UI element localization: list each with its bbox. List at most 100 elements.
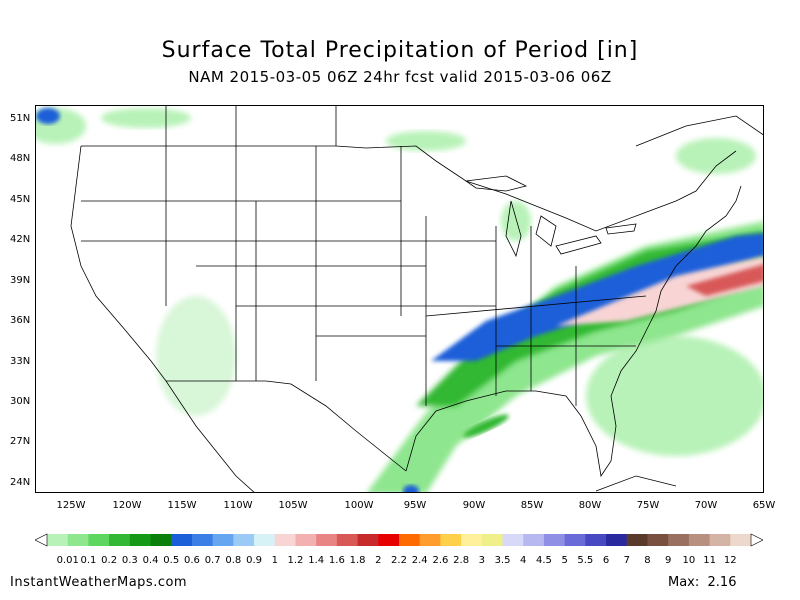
lon-label-90w: 90W xyxy=(462,500,486,511)
precipitation-map xyxy=(35,105,764,493)
cuba-coast xyxy=(595,475,677,492)
legend-swatch xyxy=(254,534,276,546)
west-coast xyxy=(70,145,167,382)
precip-area-mexico xyxy=(156,296,236,416)
legend-tick-label: 5 xyxy=(561,555,568,566)
legend-swatch xyxy=(191,534,214,546)
legend-swatch xyxy=(399,534,421,546)
gulf-coast xyxy=(405,330,647,478)
us-mexico-border xyxy=(166,380,407,472)
boundaries xyxy=(70,106,763,492)
lon-label-75w: 75W xyxy=(636,500,660,511)
legend-swatch xyxy=(502,534,524,546)
us-canada-border xyxy=(81,145,737,232)
legend-tick-label: 1.8 xyxy=(349,555,366,566)
precip-area-northeast xyxy=(676,138,756,174)
legend-swatch xyxy=(47,534,69,546)
legend-tick-label: 0.5 xyxy=(163,555,180,566)
legend-tick-label: 2 xyxy=(375,555,382,566)
lake-ontario xyxy=(605,223,637,235)
legend-tick-label: 11 xyxy=(703,555,716,566)
precip-area-pacific-nw-core xyxy=(36,108,60,124)
legend-swatch xyxy=(357,534,379,546)
legend-arrow-right xyxy=(750,533,763,547)
legend-tick-label: 0.8 xyxy=(225,555,242,566)
legend-swatch xyxy=(67,534,89,546)
legend-arrow-left xyxy=(35,533,48,547)
lat-label-24n: 24N xyxy=(10,477,31,488)
precip-area-texas-coast xyxy=(403,485,419,492)
site-credit: InstantWeatherMaps.com xyxy=(10,575,188,590)
precip-band-max xyxy=(686,264,763,296)
precip-band-heaviest xyxy=(556,256,763,326)
legend-swatch xyxy=(688,534,711,546)
legend-tick-label: 7 xyxy=(623,555,630,566)
legend-tick-label: 1 xyxy=(271,555,278,566)
legend-tick-label: 3 xyxy=(478,555,485,566)
map-title: Surface Total Precipitation of Period [i… xyxy=(161,38,639,63)
map-subtitle: NAM 2015-03-05 06Z 24hr fcst valid 2015-… xyxy=(188,68,612,86)
lon-label-125w: 125W xyxy=(56,500,86,511)
legend-swatch xyxy=(88,534,110,546)
legend-swatch xyxy=(109,534,131,546)
legend-tick-label: 0.7 xyxy=(204,555,221,566)
legend-tick-label: 2.2 xyxy=(391,555,407,566)
lake-superior xyxy=(464,175,528,192)
east-coast xyxy=(645,185,742,332)
legend-swatch xyxy=(626,534,648,546)
legend-swatch xyxy=(709,534,731,546)
legend-tick-label: 12 xyxy=(723,555,737,566)
legend-tick-label: 4 xyxy=(520,555,527,566)
precip-area-michigan xyxy=(501,201,531,241)
lon-label-115w: 115W xyxy=(167,500,197,511)
legend-swatch xyxy=(129,534,152,546)
canada-coast xyxy=(635,115,763,147)
lon-label-95w: 95W xyxy=(403,500,427,511)
lake-erie xyxy=(555,235,602,255)
legend-tick-label: 5.5 xyxy=(577,555,594,566)
lat-label-33n: 33N xyxy=(10,356,31,367)
legend-tick-label: 2.4 xyxy=(411,555,428,566)
legend-swatch xyxy=(606,534,628,546)
lat-label-48n: 48N xyxy=(10,153,31,164)
lat-label-39n: 39N xyxy=(10,275,31,286)
legend-swatch xyxy=(647,534,669,546)
lon-label-80w: 80W xyxy=(578,500,602,511)
legend-tick-label: 6 xyxy=(602,555,610,566)
lon-label-120w: 120W xyxy=(112,500,142,511)
legend-swatch xyxy=(440,534,462,546)
lake-huron xyxy=(535,215,557,247)
lat-label-42n: 42N xyxy=(10,234,31,245)
legend-swatch xyxy=(461,534,483,546)
lat-label-36n: 36N xyxy=(10,315,31,326)
lon-label-100w: 100W xyxy=(344,500,374,511)
legend-swatch xyxy=(523,534,545,546)
state-line xyxy=(425,295,647,317)
legend-swatch xyxy=(171,534,193,546)
lat-label-45n: 45N xyxy=(10,194,31,205)
legend-tick-label: 8 xyxy=(644,555,651,566)
legend-tick-label: 0.6 xyxy=(183,555,200,566)
lon-label-65w: 65W xyxy=(752,500,776,511)
lat-label-51n: 51N xyxy=(10,113,31,124)
precip-area-great-lakes xyxy=(386,131,466,151)
legend-tick-label: 2.8 xyxy=(453,555,470,566)
lon-label-105w: 105W xyxy=(278,500,308,511)
precip-field xyxy=(36,108,763,492)
legend-tick-label: 2.6 xyxy=(432,555,449,566)
precip-band-heavy xyxy=(431,233,763,361)
precip-streak-gulf xyxy=(463,414,509,438)
legend-swatch xyxy=(378,534,400,546)
lon-label-85w: 85W xyxy=(520,500,544,511)
legend-tick-label: 0.9 xyxy=(246,555,262,566)
lon-label-110w: 110W xyxy=(223,500,253,511)
color-legend xyxy=(35,533,763,547)
legend-swatch xyxy=(419,534,441,546)
precip-area-atlantic xyxy=(586,336,763,456)
legend-tick-label: 1.2 xyxy=(287,555,304,566)
legend-tick-label: 0.2 xyxy=(101,555,118,566)
legend-tick-label: 0.1 xyxy=(80,555,97,566)
legend-tick-label: 0.4 xyxy=(142,555,159,566)
legend-tick-label: 10 xyxy=(682,555,696,566)
baja-coast xyxy=(165,380,255,492)
